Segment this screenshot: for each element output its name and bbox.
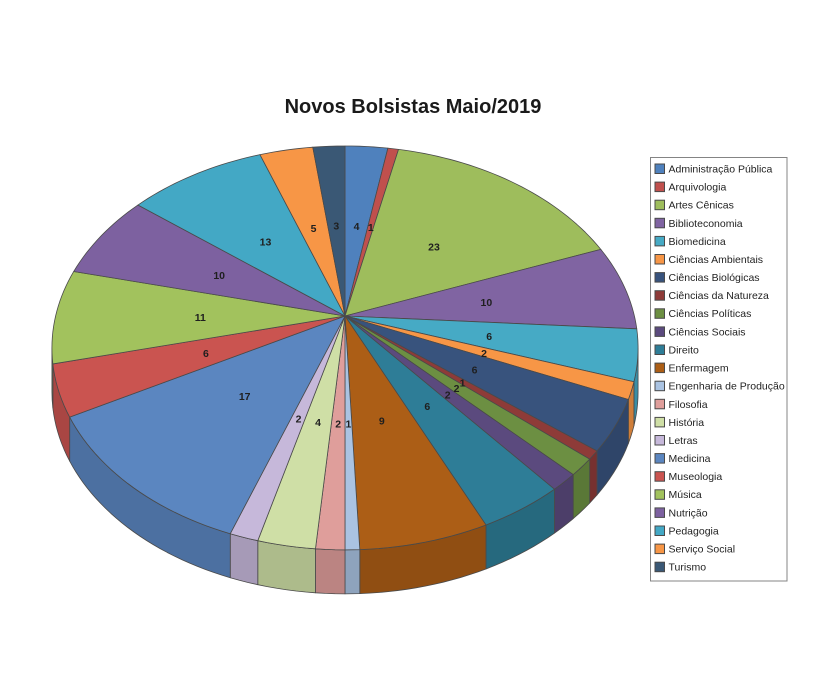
svg-text:Artes Cênicas: Artes Cênicas (669, 200, 734, 212)
svg-text:1: 1 (368, 222, 374, 234)
svg-text:2: 2 (454, 383, 460, 395)
svg-text:6: 6 (486, 331, 492, 343)
svg-text:2: 2 (481, 348, 487, 360)
svg-text:6: 6 (472, 364, 478, 376)
svg-text:História: História (669, 417, 705, 429)
svg-text:Museologia: Museologia (669, 471, 723, 483)
svg-text:10: 10 (213, 270, 225, 282)
svg-text:Filosofia: Filosofia (669, 399, 708, 411)
svg-text:Ciências Biológicas: Ciências Biológicas (669, 272, 760, 284)
svg-text:Ciências Políticas: Ciências Políticas (669, 308, 752, 320)
svg-text:4: 4 (315, 417, 321, 429)
svg-text:2: 2 (296, 414, 302, 426)
svg-text:Medicina: Medicina (669, 453, 711, 465)
svg-text:1: 1 (345, 419, 351, 431)
svg-text:Ciências Ambientais: Ciências Ambientais (669, 254, 764, 266)
svg-text:23: 23 (428, 241, 440, 253)
svg-text:1: 1 (460, 378, 466, 390)
svg-text:Engenharia de Produção: Engenharia de Produção (669, 381, 785, 393)
svg-text:Nutrição: Nutrição (669, 507, 708, 519)
svg-text:Serviço Social: Serviço Social (669, 544, 736, 556)
svg-text:3: 3 (333, 221, 339, 233)
svg-text:11: 11 (195, 312, 206, 324)
svg-text:Biblioteconomia: Biblioteconomia (669, 218, 743, 230)
svg-text:Arquivologia: Arquivologia (669, 182, 727, 194)
svg-text:9: 9 (379, 416, 385, 428)
svg-text:2: 2 (335, 419, 341, 431)
svg-text:Novos Bolsistas Maio/2019: Novos Bolsistas Maio/2019 (285, 96, 542, 118)
svg-text:Letras: Letras (669, 435, 698, 447)
svg-text:13: 13 (260, 237, 272, 249)
svg-text:Ciências da Natureza: Ciências da Natureza (669, 290, 770, 302)
svg-text:Música: Música (669, 489, 702, 501)
svg-text:Ciências Sociais: Ciências Sociais (669, 326, 746, 338)
svg-text:10: 10 (481, 297, 493, 309)
svg-text:Direito: Direito (669, 344, 700, 356)
svg-text:6: 6 (424, 401, 430, 413)
svg-text:6: 6 (203, 348, 209, 360)
svg-text:Turismo: Turismo (669, 562, 707, 574)
svg-text:Pedagogia: Pedagogia (669, 526, 719, 538)
svg-text:2: 2 (445, 390, 451, 402)
svg-text:5: 5 (311, 223, 317, 235)
svg-text:Enfermagem: Enfermagem (669, 363, 729, 375)
svg-text:4: 4 (354, 221, 360, 233)
svg-text:Administração Pública: Administração Pública (669, 163, 773, 175)
svg-text:Biomedicina: Biomedicina (669, 236, 726, 248)
svg-text:17: 17 (239, 391, 251, 403)
